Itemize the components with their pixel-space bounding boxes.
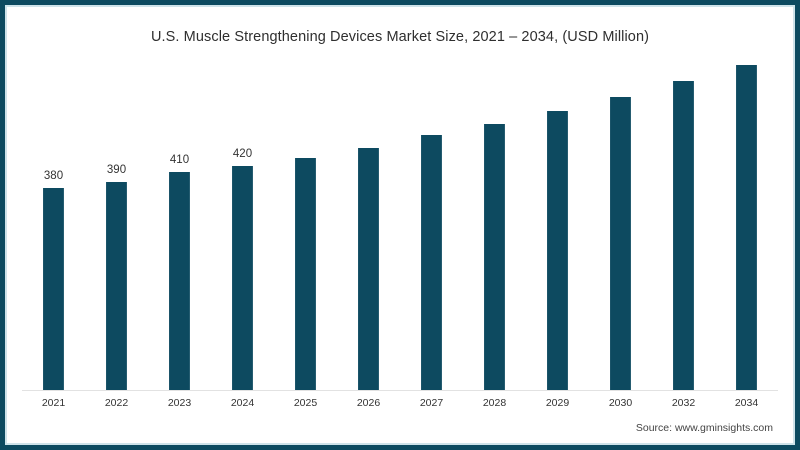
bar-2028[interactable] xyxy=(484,124,505,390)
bar-2034[interactable] xyxy=(736,65,757,390)
plot-area: 380 390 410 420 xyxy=(22,60,778,391)
bar-slot: 410 xyxy=(148,60,211,390)
bar-2024[interactable] xyxy=(232,166,253,390)
bar-slot xyxy=(400,60,463,390)
x-tick-2034: 2034 xyxy=(734,397,759,409)
x-tick-2029: 2029 xyxy=(545,397,570,409)
bar-2027[interactable] xyxy=(421,135,442,390)
bar-2021[interactable] xyxy=(43,188,64,390)
x-tick-2024: 2024 xyxy=(230,397,255,409)
bar-slot: 420 xyxy=(211,60,274,390)
bar-slot xyxy=(652,60,715,390)
bar-value-label: 390 xyxy=(106,164,127,176)
bar-2022[interactable] xyxy=(106,182,127,390)
x-tick-2023: 2023 xyxy=(167,397,192,409)
bar-2023[interactable] xyxy=(169,172,190,390)
bar-2025[interactable] xyxy=(295,158,316,390)
bar-slot xyxy=(589,60,652,390)
x-tick-2025: 2025 xyxy=(293,397,318,409)
bar-2030[interactable] xyxy=(610,97,631,390)
x-tick-2032: 2032 xyxy=(671,397,696,409)
bar-slot: 390 xyxy=(85,60,148,390)
bar-value-label: 410 xyxy=(169,154,190,166)
bar-2026[interactable] xyxy=(358,148,379,390)
bar-2032[interactable] xyxy=(673,81,694,390)
x-tick-2022: 2022 xyxy=(104,397,129,409)
chart-title: U.S. Muscle Strengthening Devices Market… xyxy=(150,29,650,45)
bar-series: 380 390 410 420 xyxy=(22,60,778,390)
bar-slot xyxy=(274,60,337,390)
x-tick-2026: 2026 xyxy=(356,397,381,409)
bar-slot xyxy=(463,60,526,390)
bar-slot xyxy=(337,60,400,390)
bar-slot xyxy=(715,60,778,390)
x-tick-2028: 2028 xyxy=(482,397,507,409)
x-axis-tick-labels: 2021 2022 2023 2024 2025 2026 2027 2028 2029 2030… xyxy=(22,394,778,414)
x-tick-2030: 2030 xyxy=(608,397,633,409)
x-tick-2027: 2027 xyxy=(419,397,444,409)
bar-slot: 380 xyxy=(22,60,85,390)
bar-value-label: 380 xyxy=(43,170,64,182)
bar-slot xyxy=(526,60,589,390)
source-note: Source: www.gminsights.com xyxy=(635,422,773,434)
bar-value-label: 420 xyxy=(232,148,253,160)
x-axis-line xyxy=(22,390,778,391)
bar-2029[interactable] xyxy=(547,111,568,390)
x-tick-2021: 2021 xyxy=(41,397,66,409)
